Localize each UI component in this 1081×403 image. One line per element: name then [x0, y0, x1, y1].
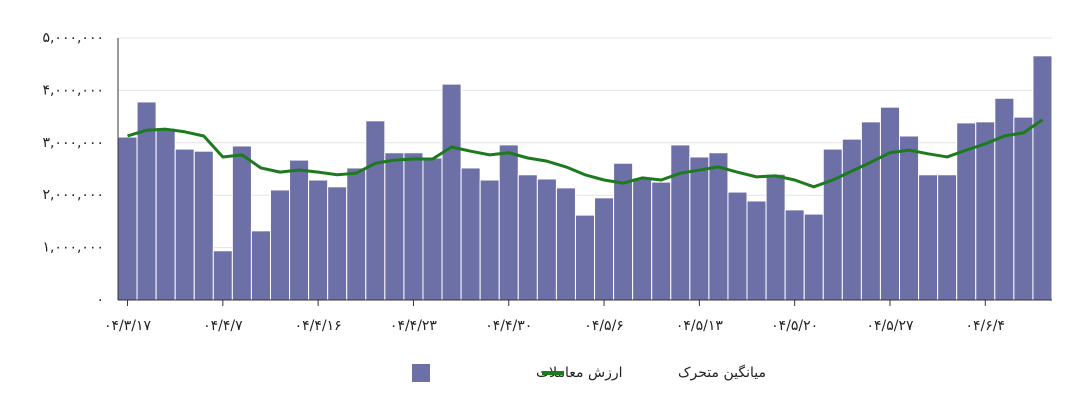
bar — [574, 214, 596, 301]
x-tick-label: ۰۴/۴/۱۶ — [295, 318, 342, 334]
bar — [479, 179, 500, 301]
bar — [498, 144, 519, 301]
x-tick-label: ۰۴/۶/۴ — [966, 318, 1006, 334]
bar — [422, 157, 443, 301]
x-tick-label: ۰۴/۴/۷ — [203, 318, 243, 334]
y-tick-label: ۳,۰۰۰,۰۰۰ — [42, 135, 104, 151]
x-tick-label: ۰۴/۵/۶ — [584, 318, 624, 334]
y-tick-label: ۴,۰۰۰,۰۰۰ — [42, 82, 104, 98]
bar — [841, 138, 862, 301]
bar — [308, 179, 329, 301]
bar — [860, 121, 881, 301]
bar — [689, 156, 710, 301]
bar — [1032, 55, 1053, 301]
x-tick-label: ۰۴/۵/۲۷ — [866, 318, 914, 334]
bar — [441, 83, 462, 301]
bar — [555, 187, 576, 301]
x-tick-label: ۰۴/۵/۱۳ — [676, 318, 724, 334]
bar — [594, 197, 615, 301]
bar — [269, 189, 291, 301]
bar — [937, 174, 958, 301]
y-tick-label: ۱,۰۰۰,۰۰۰ — [42, 240, 104, 256]
legend-label: میانگین متحرک — [678, 364, 766, 381]
bar — [536, 178, 557, 301]
bar — [632, 177, 653, 301]
bar — [212, 250, 233, 301]
bar — [975, 121, 996, 301]
bar — [403, 152, 424, 301]
bar — [822, 148, 843, 301]
legend-label: ارزش معاملات — [536, 365, 623, 381]
x-tick-label: ۰۴/۴/۲۳ — [390, 318, 438, 334]
bar — [365, 120, 386, 301]
bar — [327, 186, 348, 301]
bar — [384, 152, 405, 301]
y-tick-label: ۰ — [96, 292, 104, 308]
bar — [155, 127, 176, 301]
bar — [670, 144, 691, 301]
bar — [727, 191, 748, 301]
x-tick-label: ۰۴/۵/۲۰ — [771, 318, 818, 334]
y-tick-label: ۲,۰۰۰,۰۰۰ — [42, 187, 104, 203]
bar — [899, 135, 920, 301]
bar — [651, 181, 672, 301]
bar — [784, 209, 805, 301]
bar — [879, 106, 901, 301]
x-tick-label: ۰۴/۴/۳۰ — [485, 318, 532, 334]
bar — [517, 174, 538, 301]
bar — [117, 136, 138, 301]
bar — [231, 145, 252, 301]
moving-average-line — [127, 118, 1044, 189]
bar — [193, 150, 214, 301]
bar — [460, 167, 481, 301]
bar — [994, 97, 1015, 301]
bar — [746, 200, 767, 301]
bar — [765, 173, 786, 301]
legend-swatch — [412, 364, 430, 382]
bar — [250, 230, 271, 301]
bar — [708, 152, 729, 301]
y-tick-label: ۵,۰۰۰,۰۰۰ — [42, 30, 104, 46]
x-tick-label: ۰۴/۳/۱۷ — [104, 318, 152, 334]
bar — [346, 167, 367, 301]
bar — [289, 159, 310, 301]
bar — [174, 148, 195, 301]
bar — [1013, 116, 1034, 301]
bar — [803, 213, 824, 301]
bar — [918, 174, 939, 301]
